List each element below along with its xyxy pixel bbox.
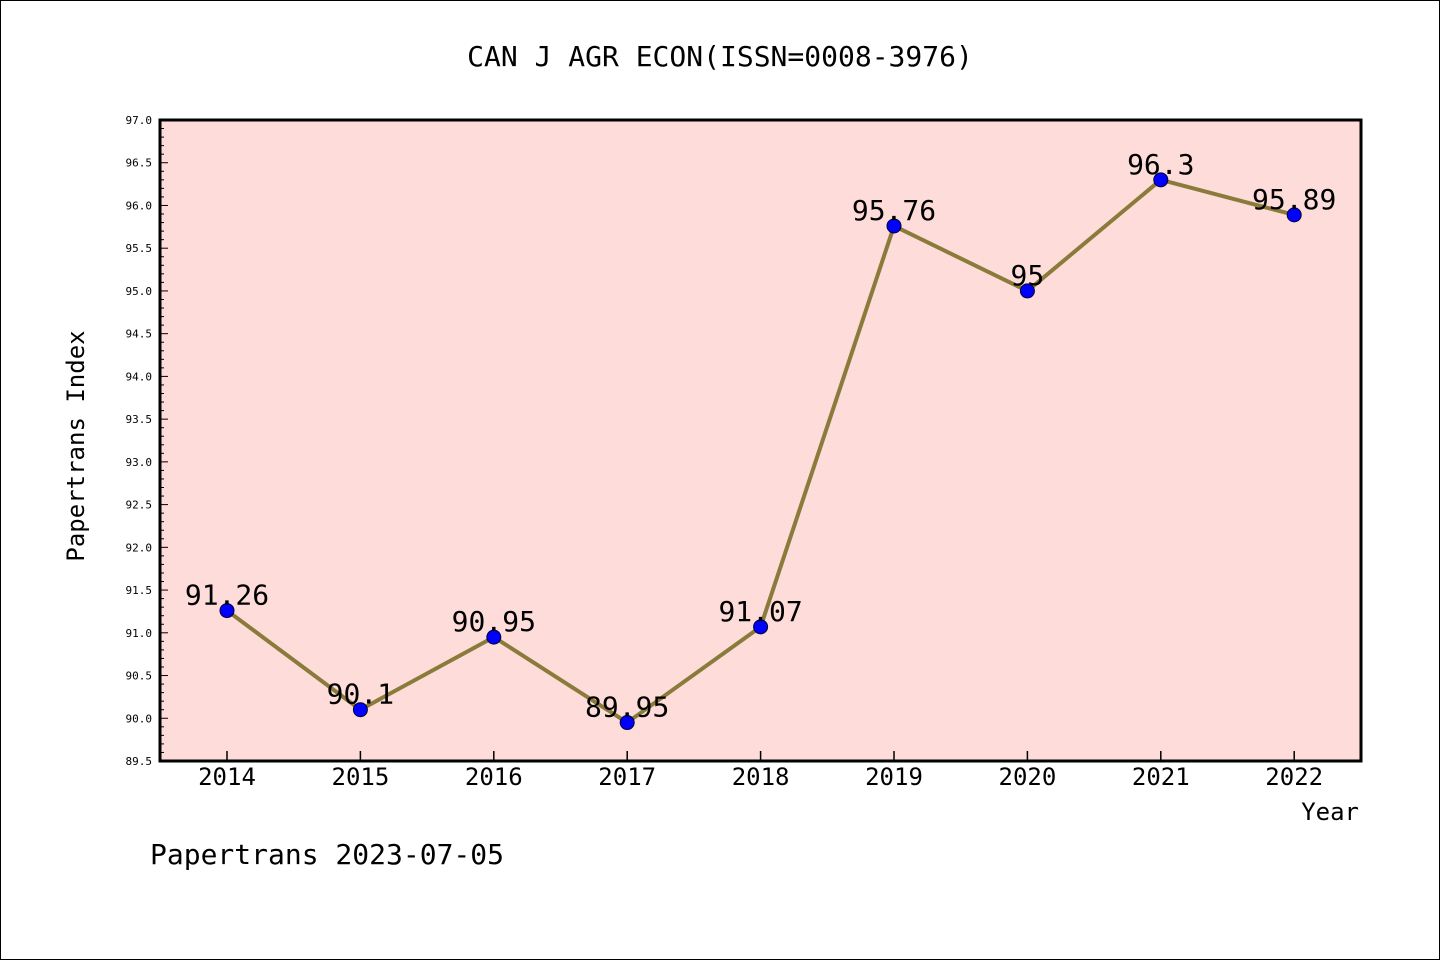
x-axis: 2014 2015 2016 2017 2018 2019 2020 2021 2022: [198, 751, 1323, 791]
data-point: [619, 715, 635, 731]
y-tick-label: 93.5: [126, 413, 153, 426]
y-tick-label: 91.5: [126, 584, 153, 597]
y-axis-label: Papertrans Index: [62, 330, 90, 561]
x-tick-label: 2019: [865, 763, 923, 791]
x-tick-label: 2021: [1132, 763, 1190, 791]
y-tick-label: 91.0: [126, 627, 153, 640]
y-tick-label: 96.5: [126, 157, 153, 170]
data-label: 95.89: [1252, 183, 1336, 216]
series-layer: [219, 172, 1302, 731]
y-tick-label: 89.5: [126, 755, 153, 768]
data-point: [352, 702, 368, 718]
y-tick-label: 92.0: [126, 541, 153, 554]
data-label: 95: [1011, 259, 1045, 292]
data-point: [1286, 207, 1302, 223]
x-tick-label: 2014: [198, 763, 256, 791]
y-tick-label: 94.0: [126, 370, 153, 383]
x-tick-label: 2018: [732, 763, 790, 791]
data-label: 89.95: [585, 691, 669, 724]
y-tick-label: 90.0: [126, 712, 153, 725]
y-tick-label: 96.0: [126, 199, 153, 212]
footer-text: Papertrans 2023-07-05: [150, 838, 504, 871]
plot-border: [158, 118, 1363, 763]
x-tick-label: 2017: [598, 763, 656, 791]
y-tick-label: 93.0: [126, 456, 153, 469]
y-tick-label: 92.5: [126, 499, 153, 512]
chart-title: CAN J AGR ECON(ISSN=0008-3976): [467, 40, 973, 73]
data-label: 96.3: [1127, 148, 1194, 181]
data-point: [486, 629, 502, 645]
y-tick-label: 90.5: [126, 670, 153, 683]
data-point: [753, 619, 769, 635]
data-label: 95.76: [852, 194, 936, 227]
data-point: [219, 603, 235, 619]
data-label: 91.26: [185, 579, 269, 612]
plot-area: [160, 120, 1361, 761]
x-tick-label: 2022: [1265, 763, 1323, 791]
y-tick-label: 95.0: [126, 285, 153, 298]
x-tick-label: 2020: [999, 763, 1057, 791]
y-tick-label: 95.5: [126, 242, 153, 255]
x-tick-label: 2015: [332, 763, 390, 791]
data-label: 90.1: [327, 678, 394, 711]
data-point: [1153, 172, 1169, 188]
data-point: [886, 218, 902, 234]
x-axis-label: Year: [1301, 798, 1359, 826]
data-label: 91.07: [718, 595, 802, 628]
y-tick-label: 97.0: [126, 114, 153, 127]
x-tick-label: 2016: [465, 763, 523, 791]
y-axis: 89.5 90.0 90.5 91.0 91.5 92.0 92.5 93.0 93.5 94.0…: [126, 114, 168, 768]
data-label-layer: 91.26 90.1 90.95 89.95 91.07 95.76 95 96.3 95.89: [185, 148, 1336, 724]
data-point: [1019, 283, 1035, 299]
data-label: 90.95: [452, 605, 536, 638]
y-tick-label: 94.5: [126, 328, 153, 341]
